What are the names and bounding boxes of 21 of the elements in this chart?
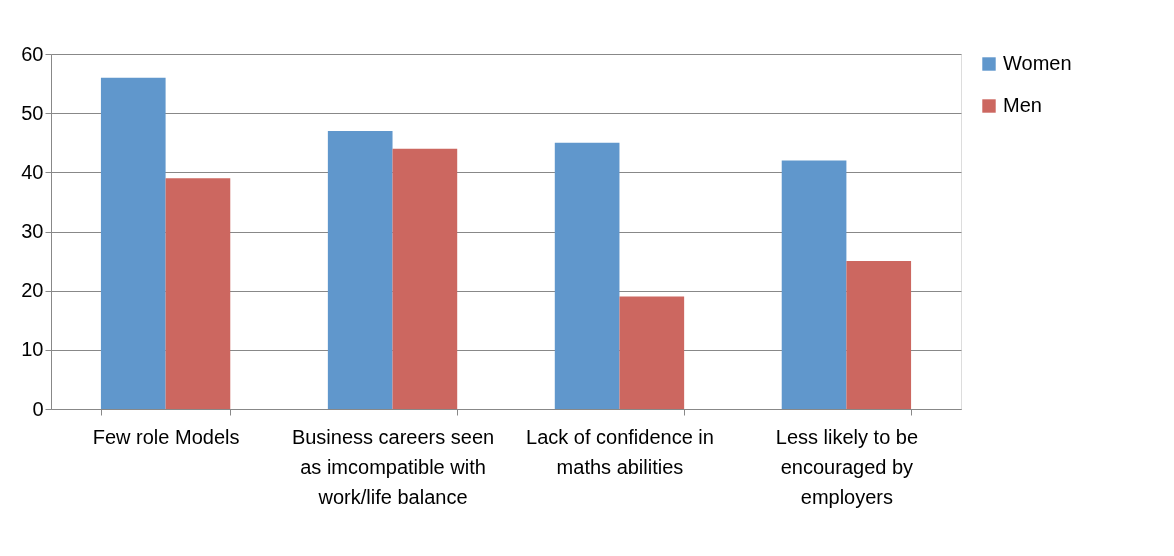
x-tick-label: Few role Models [92, 425, 240, 448]
y-tick-label: 30 [21, 220, 44, 242]
bar [100, 77, 166, 409]
x-tick-label: Less likely to be encouraged by employers [775, 425, 919, 508]
bar [781, 160, 847, 409]
bar [165, 178, 231, 409]
bar [554, 142, 620, 409]
x-tick-label: Lack of confidence in maths abilities [526, 425, 714, 478]
bar [327, 130, 393, 409]
y-tick-label: 50 [21, 101, 44, 124]
bar [846, 261, 912, 409]
y-tick-label: 40 [21, 160, 44, 183]
y-tick-label: 10 [21, 338, 44, 361]
bar [392, 148, 458, 409]
legend-label: Women [1003, 52, 1072, 74]
y-tick-label: 20 [21, 279, 44, 302]
x-tick-label: Business careers seen as imcompatible with work/life balance [291, 425, 495, 508]
y-tick-label: 0 [32, 397, 44, 420]
legend-label: Men [1003, 94, 1042, 116]
bar [619, 296, 685, 409]
y-tick-label: 60 [21, 42, 44, 65]
